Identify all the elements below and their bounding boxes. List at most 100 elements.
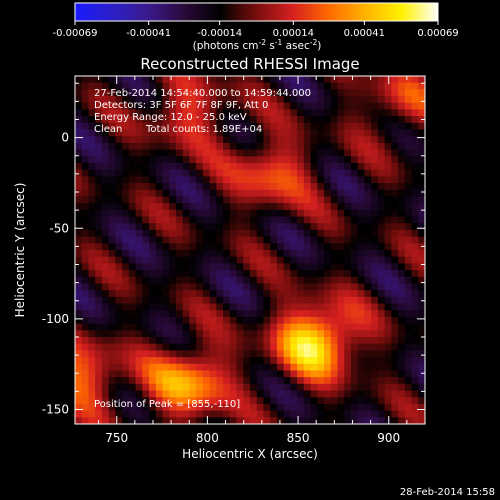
heatmap-cell	[404, 363, 412, 371]
heatmap-cell	[310, 169, 318, 177]
heatmap-cell	[270, 323, 278, 331]
heatmap-cell	[357, 276, 365, 284]
heatmap-cell	[95, 149, 103, 157]
heatmap-cell	[310, 377, 318, 385]
heatmap-cell	[391, 417, 399, 424]
heatmap-cell	[371, 183, 379, 191]
heatmap-cell	[122, 183, 130, 191]
heatmap-cell	[256, 156, 264, 164]
heatmap-cell	[337, 377, 345, 385]
heatmap-cell	[398, 290, 406, 298]
heatmap-cell	[297, 183, 305, 191]
heatmap-cell	[276, 163, 285, 171]
heatmap-cell	[398, 343, 406, 351]
heatmap-cell	[95, 383, 103, 391]
heatmap-cell	[317, 102, 325, 110]
heatmap-cell	[175, 363, 184, 371]
heatmap-cell	[391, 397, 399, 405]
heatmap-cell	[297, 196, 305, 204]
heatmap-cell	[88, 196, 96, 204]
heatmap-cell	[128, 223, 136, 231]
heatmap-cell	[391, 136, 399, 144]
heatmap-cell	[75, 223, 83, 231]
heatmap-cell	[384, 129, 392, 137]
heatmap-cell	[290, 163, 298, 171]
heatmap-cell	[337, 370, 345, 378]
heatmap-cell	[324, 330, 332, 338]
heatmap-cell	[115, 102, 123, 110]
heatmap-cell	[263, 209, 271, 217]
heatmap-cell	[297, 250, 305, 258]
heatmap-cell	[202, 96, 211, 104]
heatmap-cell	[115, 189, 123, 197]
heatmap-cell	[101, 403, 110, 412]
heatmap-cell	[189, 142, 197, 151]
heatmap-cell	[250, 383, 258, 391]
heatmap-cell	[216, 303, 224, 311]
heatmap-cell	[384, 209, 392, 217]
heatmap-cell	[88, 283, 96, 291]
heatmap-cell	[223, 142, 231, 151]
heatmap-cell	[330, 209, 338, 217]
heatmap-cell	[236, 343, 244, 351]
heatmap-cell	[310, 337, 318, 345]
heatmap-cell	[276, 350, 285, 358]
heatmap-cell	[391, 189, 399, 197]
heatmap-cell	[108, 89, 116, 97]
heatmap-cell	[303, 290, 311, 298]
heatmap-cell	[189, 417, 197, 424]
heatmap-cell	[337, 383, 345, 391]
heatmap-cell	[75, 343, 83, 351]
heatmap-cell	[263, 236, 271, 244]
heatmap-cell	[216, 403, 224, 412]
heatmap-cell	[75, 303, 83, 311]
heatmap-cell	[350, 196, 359, 204]
heatmap-cell	[243, 270, 251, 278]
heatmap-cell	[317, 109, 325, 117]
heatmap-cell	[411, 209, 419, 217]
heatmap-cell	[317, 176, 325, 184]
heatmap-cell	[391, 229, 399, 238]
heatmap-cell	[418, 316, 425, 325]
heatmap-cell	[196, 256, 204, 264]
heatmap-cell	[418, 122, 425, 130]
heatmap-cell	[135, 250, 143, 258]
heatmap-cell	[216, 283, 224, 291]
heatmap-cell	[398, 163, 406, 171]
heatmap-cell	[162, 183, 170, 191]
heatmap-cell	[404, 129, 412, 137]
heatmap-cell	[276, 243, 285, 251]
heatmap-cell	[135, 403, 143, 412]
heatmap-cell	[196, 76, 204, 84]
heatmap-cell	[371, 209, 379, 217]
heatmap-cell	[189, 323, 197, 331]
heatmap-cell	[276, 196, 285, 204]
heatmap-cell	[398, 243, 406, 251]
heatmap-cell	[202, 183, 211, 191]
heatmap-cell	[101, 196, 110, 204]
heatmap-cell	[290, 223, 298, 231]
heatmap-cell	[256, 223, 264, 231]
heatmap-cell	[142, 270, 150, 278]
heatmap-cell	[229, 82, 237, 90]
heatmap-cell	[384, 337, 392, 345]
heatmap-cell	[250, 142, 258, 151]
heatmap-cell	[81, 203, 89, 211]
heatmap-cell	[142, 149, 150, 157]
heatmap-cell	[377, 76, 386, 84]
heatmap-cell	[364, 223, 372, 231]
heatmap-cell	[75, 337, 83, 345]
heatmap-cell	[411, 129, 419, 137]
heatmap-cell	[290, 156, 298, 164]
heatmap-cell	[337, 203, 345, 211]
heatmap-cell	[297, 390, 305, 398]
heatmap-cell	[344, 129, 352, 137]
heatmap-cell	[189, 229, 197, 238]
heatmap-cell	[384, 116, 392, 124]
heatmap-cell	[344, 136, 352, 144]
heatmap-cell	[350, 256, 359, 264]
heatmap-cell	[236, 323, 244, 331]
heatmap-cell	[377, 383, 386, 391]
heatmap-cell	[115, 223, 123, 231]
heatmap-cell	[330, 283, 338, 291]
